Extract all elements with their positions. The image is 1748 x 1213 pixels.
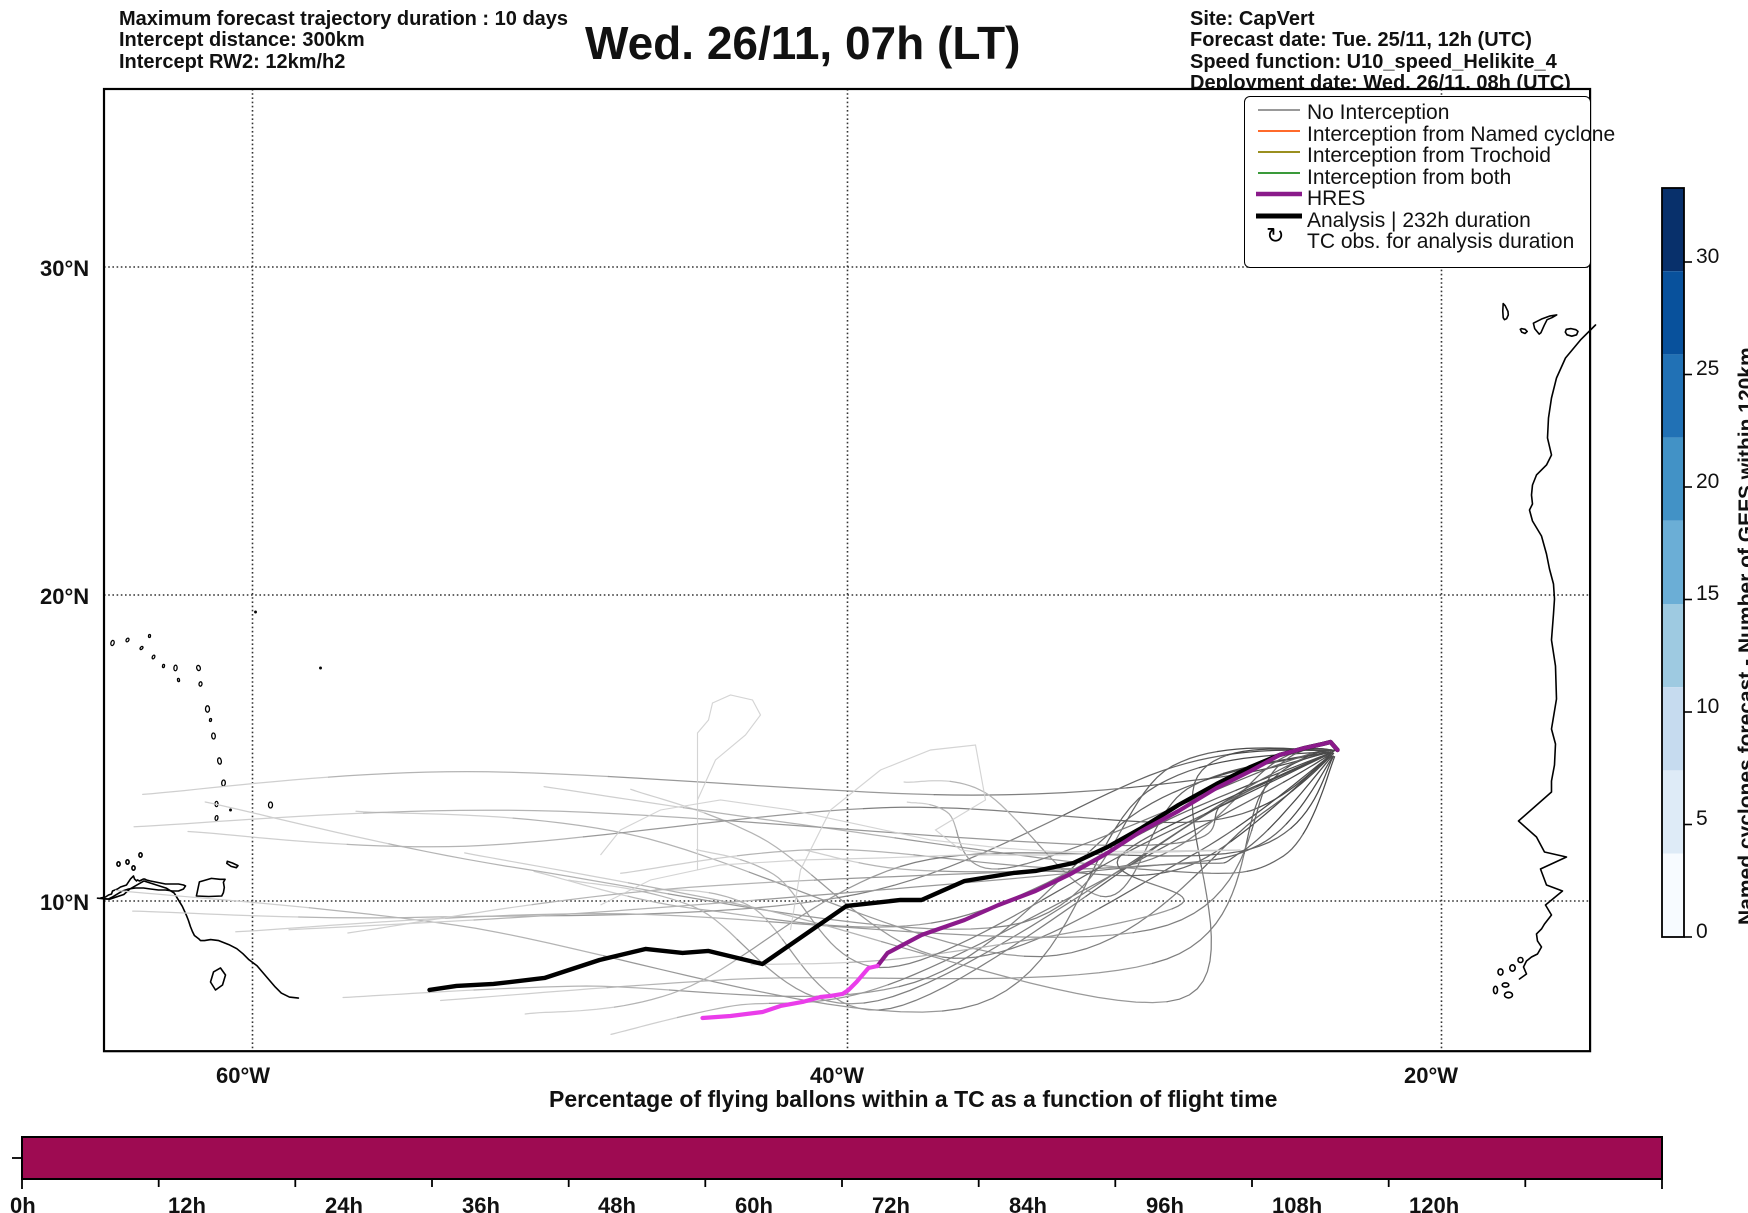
svg-text:↻: ↻	[1266, 223, 1284, 248]
